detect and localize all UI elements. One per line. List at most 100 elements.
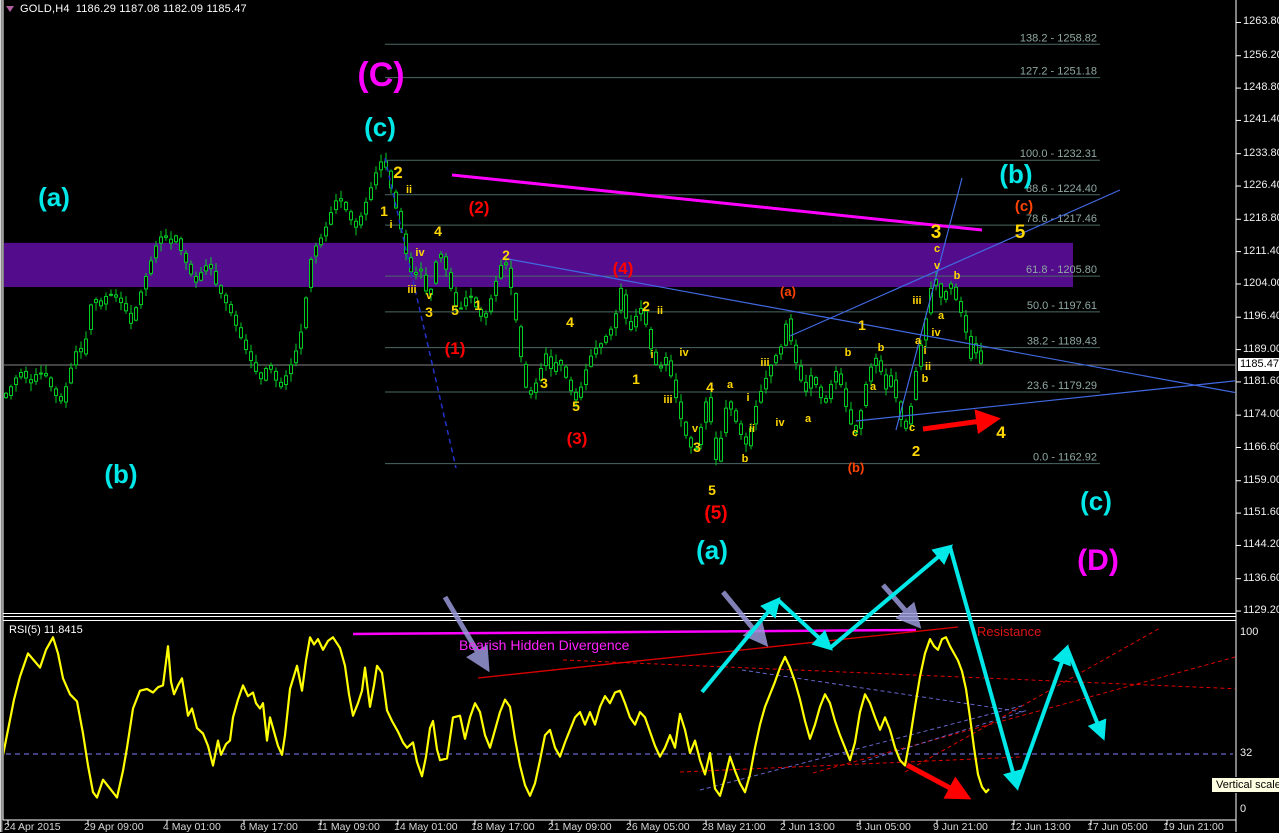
wave-label[interactable]: iv bbox=[679, 347, 689, 359]
wave-label[interactable]: (b) bbox=[999, 159, 1032, 189]
wave-label[interactable]: b bbox=[845, 347, 852, 359]
wave-label[interactable]: c bbox=[909, 422, 915, 434]
wave-label[interactable]: iii bbox=[912, 295, 921, 307]
wave-label[interactable]: iii bbox=[663, 394, 672, 406]
trendline[interactable] bbox=[895, 177, 963, 431]
rsi-pane[interactable] bbox=[2, 626, 1268, 799]
wave-label[interactable]: 1 bbox=[632, 371, 640, 387]
rsi-overlay-line[interactable] bbox=[812, 648, 1268, 774]
wave-label[interactable]: 5 bbox=[572, 398, 580, 414]
candle-body bbox=[274, 370, 278, 381]
wave-label[interactable]: c bbox=[934, 243, 940, 255]
wave-label[interactable]: iv bbox=[415, 247, 425, 259]
wave-label[interactable]: 5 bbox=[1015, 222, 1026, 243]
main-chart-pane[interactable]: 138.2 - 1258.82 127.2 - 1251.18 100.0 - 12… bbox=[0, 32, 1243, 469]
wave-label[interactable]: a bbox=[870, 381, 877, 393]
rsi-overlay-line[interactable] bbox=[861, 709, 1029, 763]
wave-label[interactable]: i bbox=[650, 349, 653, 361]
wave-label[interactable]: 4 bbox=[566, 314, 574, 330]
wave-label[interactable]: (1) bbox=[445, 339, 466, 358]
wave-label[interactable]: iii bbox=[407, 284, 416, 296]
forecast-zigzag-segment[interactable] bbox=[948, 546, 1023, 791]
wave-label[interactable]: (c) bbox=[1080, 486, 1112, 516]
wave-label[interactable]: a bbox=[727, 379, 734, 391]
wave-label[interactable]: b bbox=[742, 453, 749, 465]
forecast-zigzag-segment[interactable] bbox=[1065, 647, 1107, 741]
wave-label[interactable]: 2 bbox=[502, 247, 510, 263]
wave-label[interactable]: 1 bbox=[474, 297, 482, 313]
symbol-dropdown-icon[interactable] bbox=[6, 5, 14, 12]
bearish-divergence-annotation[interactable]: Bearish Hidden Divergence bbox=[459, 637, 630, 653]
trendline[interactable] bbox=[451, 173, 983, 232]
forecast-zigzag-segment[interactable] bbox=[776, 598, 833, 651]
wave-label[interactable]: a bbox=[805, 413, 812, 425]
wave-label[interactable]: b bbox=[954, 270, 961, 282]
wave-label[interactable]: v bbox=[426, 290, 433, 302]
wave-label[interactable]: 3 bbox=[693, 439, 701, 455]
wave-label[interactable]: i bbox=[923, 345, 926, 357]
rsi-overlay-line[interactable] bbox=[562, 659, 1265, 690]
wave-label[interactable]: ii bbox=[406, 184, 412, 196]
wave-label[interactable]: 5 bbox=[708, 482, 716, 498]
wave-label[interactable]: b bbox=[878, 342, 885, 354]
trendline[interactable] bbox=[855, 380, 1243, 422]
trendline[interactable] bbox=[789, 189, 1121, 337]
wave-label[interactable]: (c) bbox=[1015, 198, 1033, 215]
wave-label[interactable]: v bbox=[934, 260, 941, 272]
wave-label[interactable]: (D) bbox=[1077, 544, 1119, 577]
wave-label[interactable]: (2) bbox=[469, 198, 490, 217]
wave-label[interactable]: (C) bbox=[357, 56, 404, 94]
lavender-arrow[interactable] bbox=[442, 595, 490, 673]
wave-label[interactable]: (a) bbox=[780, 284, 796, 299]
wave-label[interactable]: c bbox=[852, 427, 858, 439]
wave-label[interactable]: a bbox=[938, 310, 945, 322]
wave-label[interactable]: 1 bbox=[858, 317, 866, 333]
wave-label[interactable]: (3) bbox=[567, 429, 588, 448]
wave-label[interactable]: 4 bbox=[434, 223, 442, 239]
wave-label[interactable]: 2 bbox=[642, 298, 650, 314]
forecast-zigzag-segment[interactable] bbox=[828, 544, 954, 650]
lavender-arrow[interactable] bbox=[721, 590, 769, 647]
wave-label[interactable]: 3 bbox=[425, 304, 433, 320]
wave-label[interactable]: (5) bbox=[704, 503, 727, 524]
wave-label[interactable]: iii bbox=[760, 357, 769, 369]
rsi-overlay-line[interactable] bbox=[352, 628, 917, 636]
forecast-zigzag-segment[interactable] bbox=[1015, 644, 1071, 788]
wave-label[interactable]: b bbox=[922, 373, 929, 385]
wave-label[interactable]: (a) bbox=[38, 182, 70, 212]
trendline[interactable] bbox=[384, 157, 457, 469]
trendline[interactable] bbox=[507, 258, 1243, 394]
wave-label[interactable]: 4 bbox=[706, 379, 714, 395]
rsi-overlay-line[interactable] bbox=[741, 669, 1024, 713]
wave-label[interactable]: 4 bbox=[996, 423, 1006, 442]
red-arrow[interactable] bbox=[922, 409, 1001, 435]
lavender-arrow[interactable] bbox=[881, 583, 922, 629]
wave-label[interactable]: i bbox=[746, 392, 749, 404]
wave-label[interactable]: ii bbox=[925, 361, 931, 373]
wave-label[interactable]: i bbox=[389, 219, 392, 231]
red-arrow[interactable] bbox=[905, 762, 972, 800]
wave-label[interactable]: 3 bbox=[540, 375, 548, 391]
wave-label[interactable]: iv bbox=[775, 417, 785, 429]
wave-label[interactable]: 1 bbox=[380, 203, 388, 219]
wave-label[interactable]: (c) bbox=[364, 112, 396, 142]
wave-label[interactable]: (4) bbox=[613, 259, 634, 278]
rsi-overlay-line[interactable] bbox=[679, 756, 1021, 773]
wave-label[interactable]: iv bbox=[931, 327, 941, 339]
forecast-zigzag-segment[interactable] bbox=[700, 596, 781, 694]
wave-label[interactable]: 3 bbox=[931, 222, 942, 243]
wave-label[interactable]: 5 bbox=[451, 302, 459, 318]
wave-label[interactable]: (a) bbox=[696, 535, 728, 565]
wave-label[interactable]: ii bbox=[657, 305, 663, 317]
wave-label[interactable]: 2 bbox=[393, 163, 402, 182]
wave-label[interactable]: a bbox=[915, 335, 922, 347]
rsi-overlay-line[interactable] bbox=[477, 626, 959, 679]
resistance-annotation[interactable]: Resistance bbox=[977, 624, 1042, 639]
wave-label[interactable]: (b) bbox=[104, 459, 137, 489]
wave-label[interactable]: (b) bbox=[848, 460, 865, 475]
wave-label[interactable]: v bbox=[692, 423, 699, 435]
wave-label[interactable]: 2 bbox=[912, 443, 920, 460]
wave-label[interactable]: ii bbox=[749, 423, 755, 435]
candle-body bbox=[694, 447, 698, 450]
